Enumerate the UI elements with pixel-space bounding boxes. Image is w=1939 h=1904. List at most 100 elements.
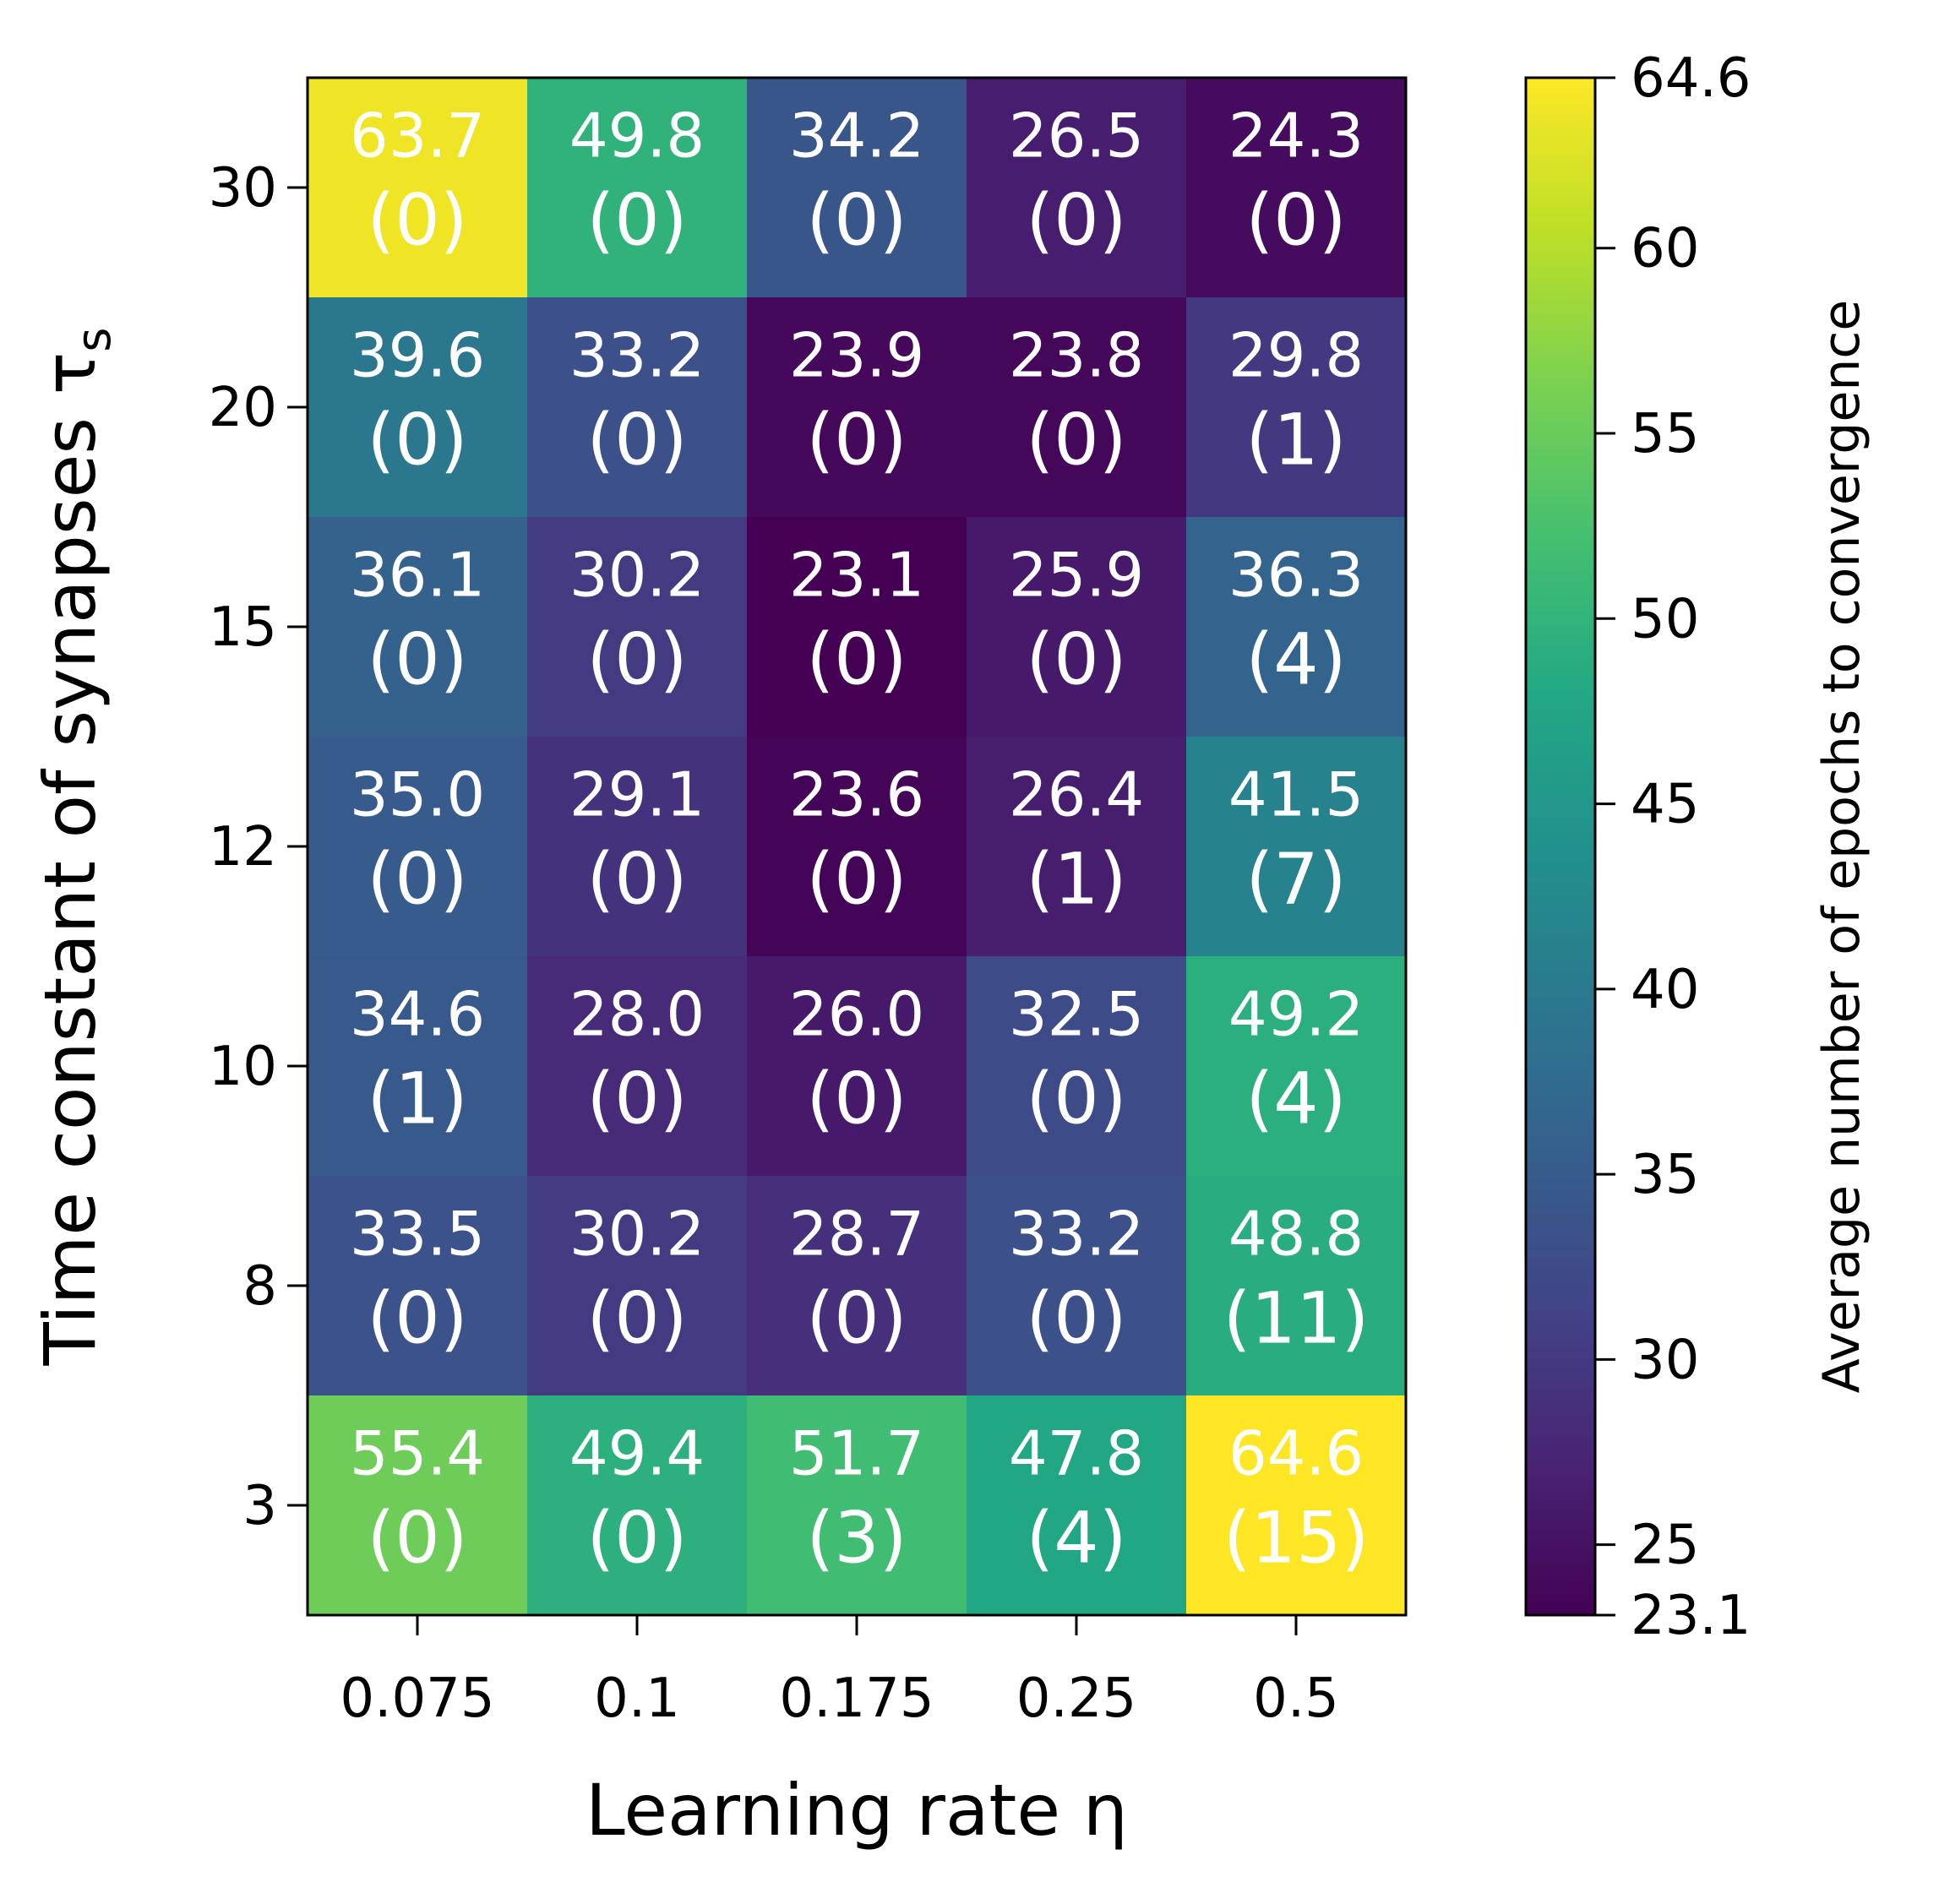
y-axis-label: Time constant of synapses τs [29, 328, 122, 1367]
cell-value-label: 26.4 [1009, 759, 1144, 830]
cell-count-label: (4) [1246, 618, 1347, 701]
heatmap-cell [308, 956, 528, 1177]
cell-count-label: (4) [1027, 1497, 1127, 1580]
heatmap-cell [1186, 78, 1407, 298]
y-tick-label: 30 [209, 157, 277, 220]
heatmap-cell [1186, 297, 1407, 518]
cell-count-label: (0) [807, 179, 907, 262]
cell-value-label: 28.7 [789, 1199, 924, 1270]
heatmap-cell [308, 1395, 528, 1616]
heatmap-cell [1186, 956, 1407, 1177]
heatmap-cell [308, 517, 528, 737]
heatmap-cell [527, 297, 748, 518]
heatmap-cell-labels: 63.7 (0) 49.8 (0) 34.2 (0) 26.5 (0) 24.3 (0) 39.6 (… [350, 101, 1369, 1580]
cell-count-label: (1) [368, 1058, 468, 1140]
y-tick-label: 20 [209, 377, 277, 439]
cell-count-label: (0) [807, 1277, 907, 1360]
colorbar-ticks: 23.1 25 30 35 40 45 50 55 60 64.6 [1595, 47, 1751, 1647]
heatmap-cell [1186, 517, 1407, 737]
heatmap-cell [1186, 1395, 1407, 1616]
cell-count-label: (1) [1027, 838, 1127, 921]
cell-count-label: (0) [368, 399, 468, 481]
y-axis-label-subscript: s [67, 328, 122, 352]
heatmap-cells [308, 78, 1407, 1616]
x-tick-label: 0.25 [1016, 1667, 1137, 1730]
cell-count-label: (0) [1027, 1058, 1127, 1140]
y-axis-label-main: Time constant of synapses τ [29, 352, 112, 1367]
cell-value-label: 33.5 [350, 1199, 485, 1270]
heatmap-cell [747, 78, 967, 298]
heatmap-cell [967, 956, 1187, 1177]
cell-value-label: 33.2 [1009, 1199, 1144, 1270]
cell-value-label: 55.4 [350, 1418, 485, 1489]
x-tick-label: 0.075 [340, 1667, 494, 1730]
cell-value-label: 26.5 [1009, 101, 1144, 171]
heatmap-cell [527, 1395, 748, 1616]
cell-count-label: (1) [1246, 399, 1347, 481]
cell-value-label: 24.3 [1228, 101, 1364, 171]
heatmap-cell [967, 297, 1187, 518]
colorbar-tick-label: 25 [1631, 1515, 1699, 1577]
cell-value-label: 35.0 [350, 759, 485, 830]
cell-value-label: 28.0 [569, 979, 705, 1050]
cell-count-label: (0) [587, 838, 688, 921]
y-tick-label: 8 [242, 1255, 277, 1318]
cell-value-label: 23.6 [789, 759, 924, 830]
colorbar-tick-label: 35 [1631, 1144, 1699, 1206]
cell-count-label: (0) [1027, 179, 1127, 262]
cell-value-label: 34.2 [789, 101, 924, 171]
cell-count-label: (0) [368, 179, 468, 262]
x-axis-label: Learning rate η [586, 1769, 1128, 1852]
cell-count-label: (0) [807, 838, 907, 921]
cell-value-label: 33.2 [569, 320, 705, 391]
cell-value-label: 32.5 [1009, 979, 1144, 1050]
cell-count-label: (0) [1027, 1277, 1127, 1360]
heatmap-cell [527, 1176, 748, 1396]
heatmap-cell [527, 517, 748, 737]
cell-count-label: (0) [368, 1497, 468, 1580]
cell-count-label: (0) [1027, 399, 1127, 481]
x-tick-label: 0.175 [779, 1667, 934, 1730]
y-tick-label: 10 [209, 1036, 277, 1098]
y-tick-label: 3 [242, 1475, 277, 1537]
colorbar-tick-label: 30 [1631, 1329, 1699, 1391]
cell-value-label: 30.2 [569, 540, 705, 611]
cell-value-label: 47.8 [1009, 1418, 1144, 1489]
cell-value-label: 48.8 [1228, 1199, 1364, 1270]
heatmap-cell [308, 737, 528, 957]
cell-count-label: (0) [368, 1277, 468, 1360]
cell-value-label: 30.2 [569, 1199, 705, 1270]
heatmap-cell [1186, 1176, 1407, 1396]
cell-value-label: 29.1 [569, 759, 705, 830]
cell-value-label: 36.3 [1228, 540, 1364, 611]
heatmap-cell [747, 297, 967, 518]
heatmap-cell [1186, 737, 1407, 957]
colorbar-tick-label: 40 [1631, 959, 1699, 1021]
colorbar-tick-label: 64.6 [1631, 47, 1751, 110]
cell-count-label: (0) [587, 399, 688, 481]
cell-count-label: (15) [1223, 1497, 1369, 1580]
y-tick-label: 15 [209, 596, 277, 659]
cell-count-label: (0) [807, 1058, 907, 1140]
heatmap-cell [967, 78, 1187, 298]
heatmap-cell [747, 1176, 967, 1396]
heatmap-cell [747, 956, 967, 1177]
cell-value-label: 34.6 [350, 979, 485, 1050]
heatmap-cell [747, 517, 967, 737]
cell-count-label: (0) [587, 1058, 688, 1140]
cell-value-label: 41.5 [1228, 759, 1364, 830]
heatmap-cell [967, 1395, 1187, 1616]
cell-value-label: 23.1 [789, 540, 924, 611]
x-tick-label: 0.5 [1253, 1667, 1339, 1730]
heatmap-cell [967, 1176, 1187, 1396]
cell-value-label: 51.7 [789, 1418, 924, 1489]
cell-count-label: (0) [368, 618, 468, 701]
heatmap-cell [967, 737, 1187, 957]
cell-count-label: (0) [587, 179, 688, 262]
colorbar [1524, 76, 1597, 1617]
colorbar-tick-label: 23.1 [1631, 1585, 1751, 1647]
colorbar-tick-label: 45 [1631, 774, 1699, 836]
cell-value-label: 49.4 [569, 1418, 705, 1489]
heatmap-cell [747, 737, 967, 957]
